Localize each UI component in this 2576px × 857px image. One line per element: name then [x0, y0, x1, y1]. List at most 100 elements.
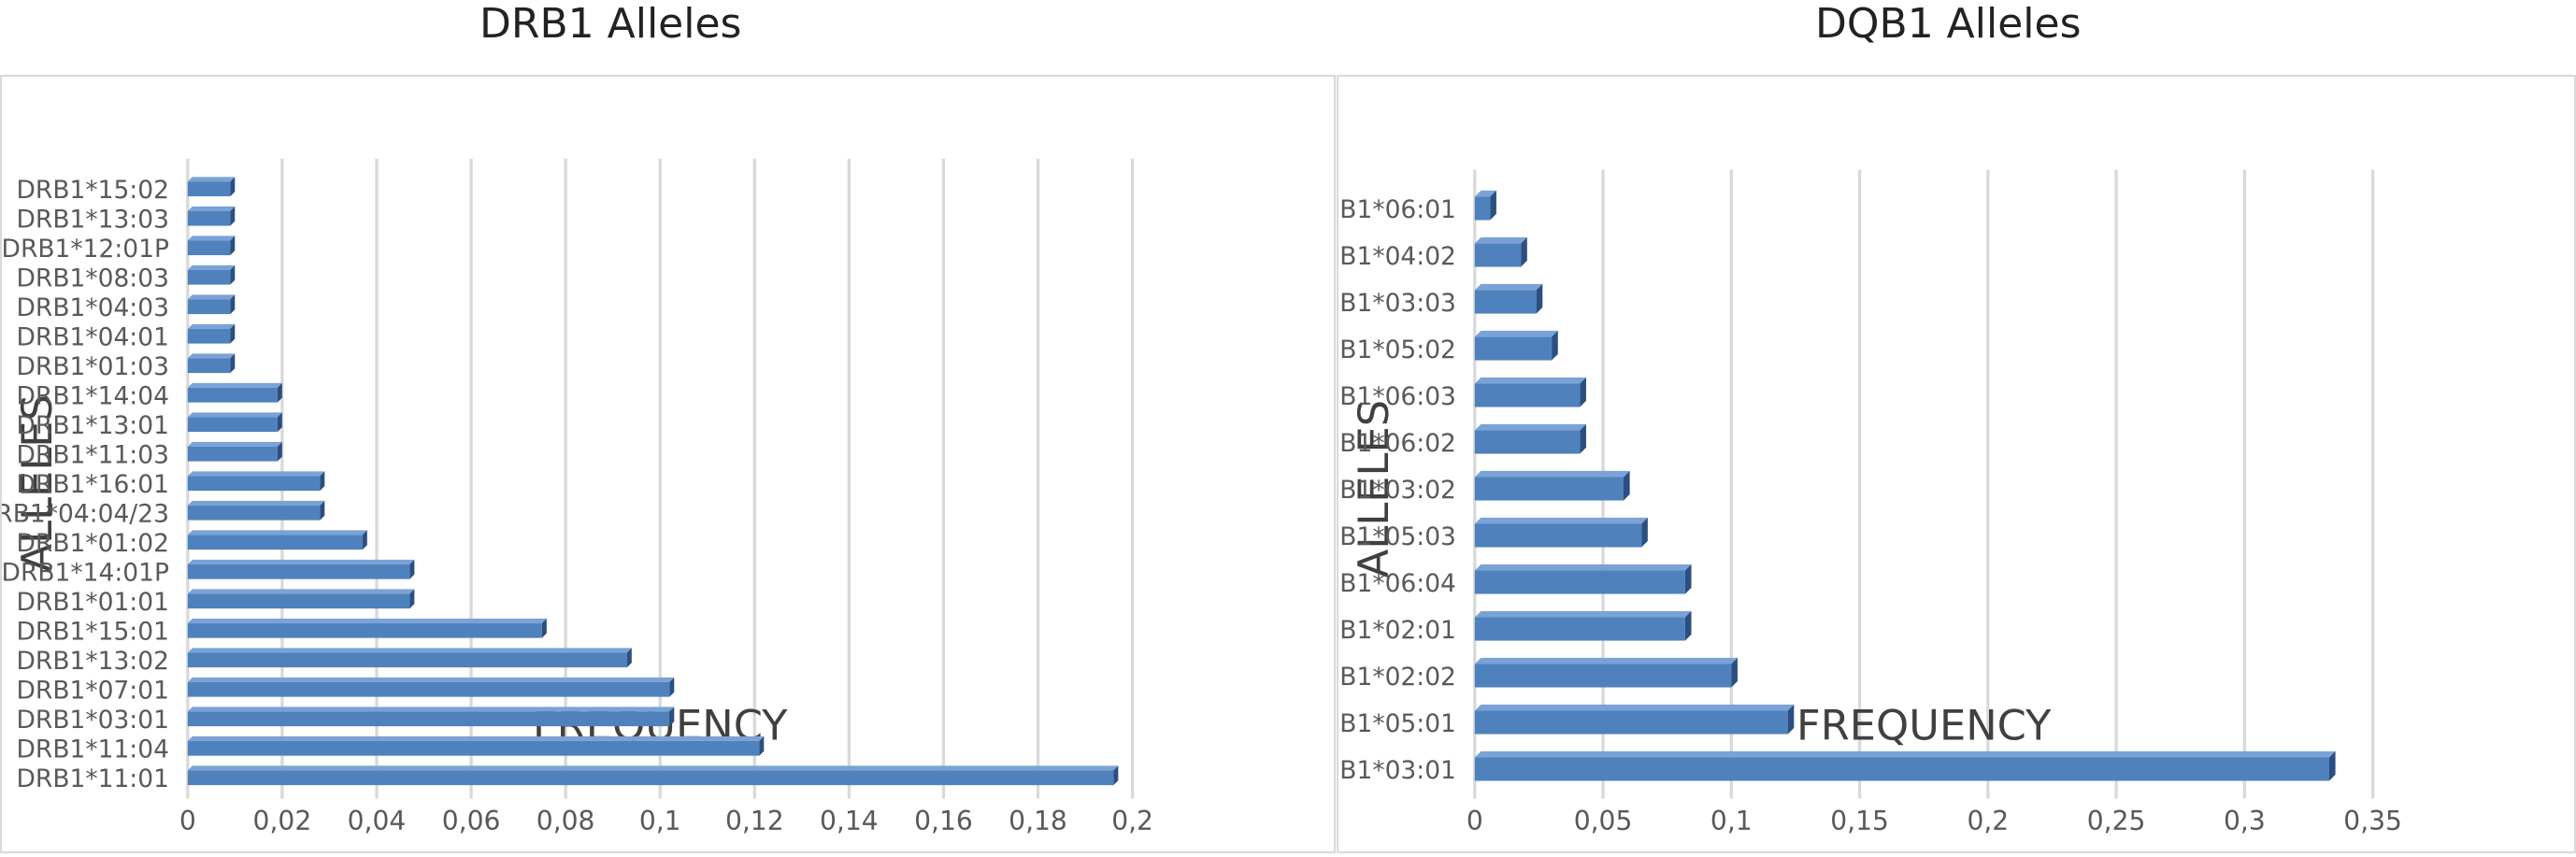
drb1-bar-side	[362, 530, 367, 550]
dqb1-bar-side	[1580, 423, 1586, 454]
dqb1-bar	[1474, 243, 1522, 267]
drb1-bar	[187, 622, 542, 638]
dqb1-bar-top	[1474, 704, 1795, 711]
drb1-bar-side	[230, 206, 236, 226]
drb1-bar-side	[320, 500, 325, 521]
dqb1-bar	[1474, 664, 1732, 688]
drb1-bar-top	[187, 323, 236, 329]
drb1-category-label: DRB1*14:01P	[2, 559, 169, 588]
dqb1-category-label: DQB1*06:01	[1338, 195, 1456, 224]
drb1-bar-side	[230, 294, 236, 315]
drb1-category-label: DRB1*15:02	[17, 176, 169, 205]
dqb1-category-label: DQB1*05:02	[1338, 336, 1456, 364]
drb1-bar	[187, 535, 363, 550]
dqb1-bar-top	[1474, 517, 1648, 524]
drb1-bar-top	[187, 736, 765, 741]
dqb1-bar	[1474, 710, 1788, 735]
drb1-bar-side	[1113, 765, 1119, 786]
drb1-bar-side	[669, 677, 675, 697]
dqb1-bar-side	[2328, 750, 2336, 781]
drb1-category-label: DRB1*11:03	[17, 441, 169, 470]
dqb1-bar	[1474, 617, 1685, 641]
dqb1-bar-top	[1474, 236, 1527, 244]
dqb1-x-tick-label: 0,15	[1830, 806, 1889, 836]
dqb1-bar-side	[1580, 377, 1586, 407]
chart-dqb1: 0 0,05 0,1 0,15 0,2 0,25 0,3 0,35 FREQUENCY ALLEL…	[1301, 169, 2402, 836]
drb1-bar	[187, 593, 410, 609]
drb1-x-tick-label: 0,04	[348, 806, 407, 836]
dqb1-bar-side	[1641, 517, 1648, 548]
drb1-y-axis-title: ALLELES	[12, 394, 62, 572]
drb1-category-label: DRB1*11:04	[17, 736, 169, 764]
drb1-category-label: DRB1*04:03	[17, 293, 169, 322]
dqb1-bar-top	[1474, 750, 2336, 758]
dqb1-category-label: DQB1*03:03	[1338, 289, 1456, 318]
drb1-bar-top	[187, 471, 325, 477]
dqb1-bar-side	[1624, 470, 1630, 501]
drb1-category-label: DRB1*16:01	[17, 470, 169, 499]
dqb1-bar-side	[1684, 564, 1692, 594]
drb1-category-label: DRB1*11:01	[17, 764, 169, 793]
drb1-x-tick-label: 0,06	[442, 806, 501, 836]
drb1-bar-top	[187, 589, 415, 594]
drb1-bar	[187, 711, 670, 727]
drb1-bar	[187, 387, 278, 403]
dqb1-category-label: DQB1*06:02	[1338, 429, 1456, 458]
drb1-bar	[187, 446, 278, 462]
drb1-bar-side	[669, 707, 675, 727]
dqb1-category-label: DQB1*04:02	[1338, 242, 1456, 271]
dqb1-bar	[1474, 523, 1642, 548]
drb1-x-tick-label: 0,16	[914, 806, 973, 836]
drb1-category-label: DRB1*13:02	[17, 647, 169, 676]
dqb1-x-tick-label: 0	[1467, 806, 1483, 836]
dqb1-bar-side	[1787, 704, 1795, 735]
chart-panel-drb1: 00,020,040,060,080,10,120,140,160,180,2F…	[0, 75, 1336, 853]
dqb1-bar-side	[1521, 236, 1527, 267]
drb1-bar-top	[187, 294, 236, 300]
dqb1-bar	[1474, 336, 1553, 361]
drb1-bar-top	[187, 677, 675, 682]
dqb1-bar-side	[1684, 610, 1692, 641]
drb1-bar-side	[230, 323, 236, 344]
drb1-bar	[187, 476, 321, 492]
drb1-bar	[187, 210, 231, 226]
dqb1-bar-side	[1731, 657, 1738, 688]
drb1-category-label: DRB1*04:04/23	[2, 500, 169, 529]
dqb1-category-label: DQB1*06:04	[1338, 569, 1456, 598]
drb1-bar	[187, 299, 231, 315]
dqb1-bar-top	[1474, 283, 1543, 291]
drb1-bar	[187, 269, 231, 285]
drb1-bar	[187, 181, 231, 197]
drb1-bar	[187, 564, 410, 579]
dqb1-bar	[1474, 430, 1581, 454]
drb1-bar-side	[230, 353, 236, 374]
drb1-bar-top	[187, 618, 547, 623]
drb1-x-tick-label: 0,08	[537, 806, 595, 836]
drb1-bar-top	[187, 559, 415, 564]
drb1-category-label: DRB1*04:01	[17, 323, 169, 352]
chart-drb1: 00,020,040,060,080,10,120,140,160,180,2F…	[0, 158, 1153, 836]
drb1-bar-side	[230, 177, 236, 197]
dqb1-x-tick-label: 0,35	[2343, 806, 2402, 836]
dqb1-bar	[1474, 477, 1624, 501]
drb1-bar-side	[409, 589, 415, 609]
drb1-category-label: DRB1*01:01	[17, 588, 169, 617]
drb1-bar-side	[277, 412, 282, 433]
drb1-bar	[187, 358, 231, 374]
dqb1-x-tick-label: 0,25	[2087, 806, 2146, 836]
drb1-bar	[187, 740, 760, 756]
drb1-category-label: DRB1*12:01P	[2, 235, 169, 264]
drb1-category-label: DRB1*03:01	[17, 706, 169, 735]
drb1-x-tick-label: 0,14	[820, 806, 879, 836]
drb1-bar-side	[320, 471, 325, 492]
drb1-bar-side	[409, 559, 415, 579]
dqb1-bar	[1474, 570, 1685, 594]
dqb1-category-label: DQB1*05:03	[1338, 522, 1456, 551]
dqb1-category-label: DQB1*06:03	[1338, 382, 1456, 411]
drb1-bar-top	[187, 206, 236, 211]
drb1-bar-top	[187, 765, 1119, 771]
drb1-bar-side	[230, 264, 236, 285]
dqb1-bar-top	[1474, 330, 1558, 337]
dqb1-bar	[1474, 290, 1537, 314]
chart-title-drb1: DRB1 Alleles	[479, 0, 742, 48]
